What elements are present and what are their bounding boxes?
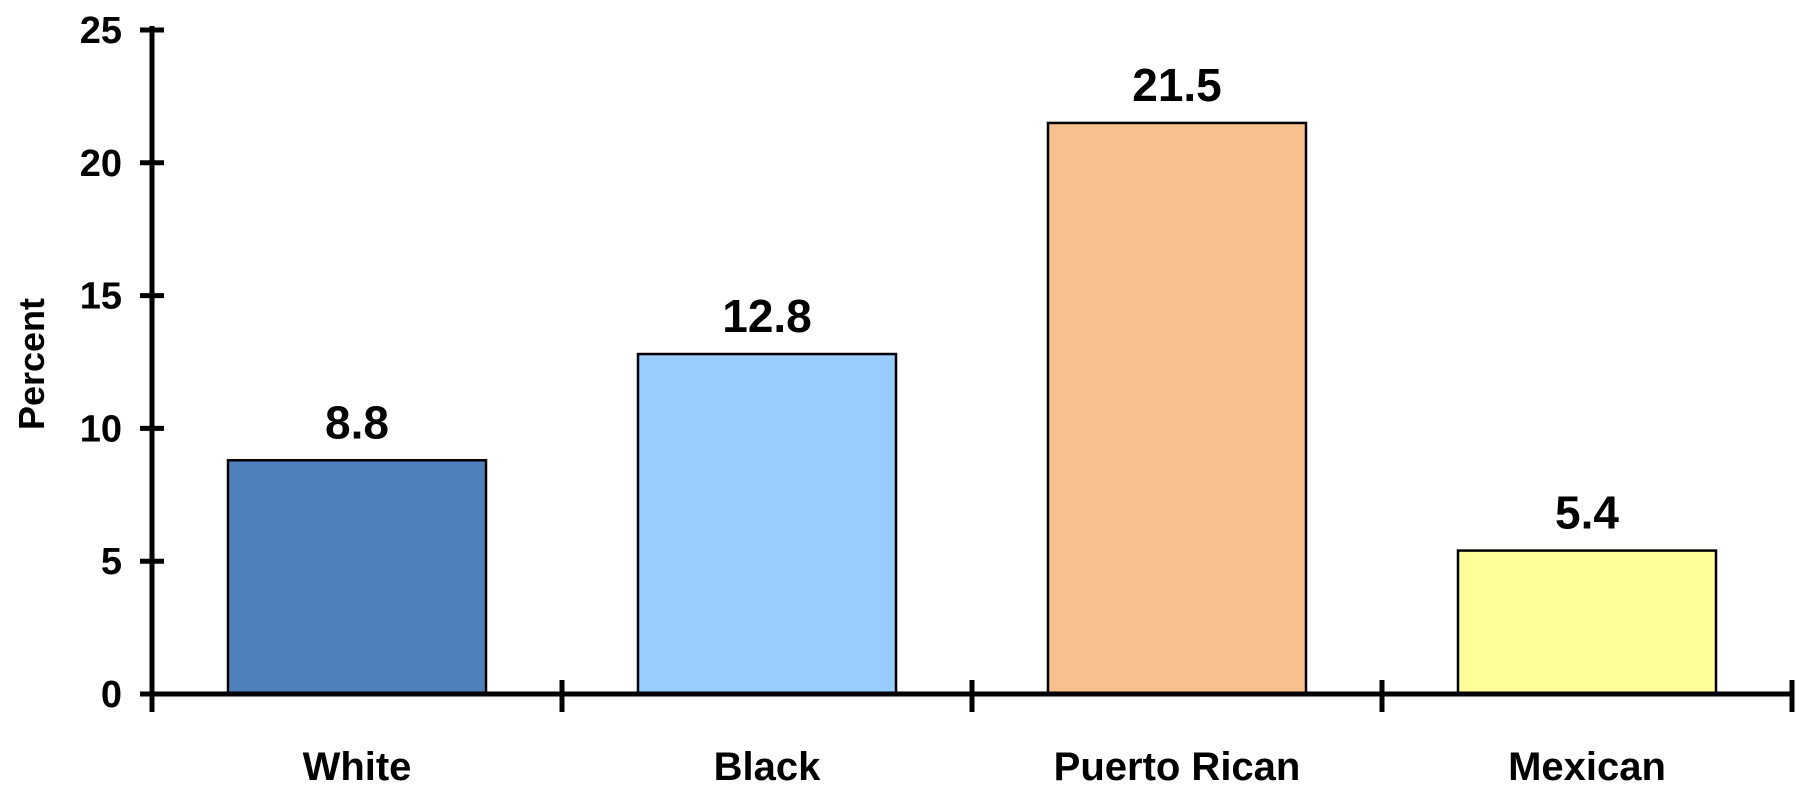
bar-puerto-rican (1046, 121, 1308, 696)
y-tick-label: 10 (80, 408, 122, 450)
y-tick-label: 0 (101, 674, 122, 716)
x-axis-ticks: White Black Puerto Rican Mexican (149, 680, 1795, 787)
data-label: 5.4 (1555, 487, 1619, 539)
data-label: 21.5 (1132, 59, 1222, 111)
y-tick-label: 5 (101, 541, 122, 583)
data-label: 12.8 (722, 290, 812, 342)
bar-white (226, 459, 488, 696)
bar-black (636, 352, 898, 696)
y-tick-label: 15 (80, 276, 122, 318)
y-axis-title: Percent (11, 298, 52, 430)
bar-mexican (1456, 549, 1718, 696)
x-tick-label: Mexican (1508, 745, 1666, 787)
x-tick-label: Puerto Rican (1054, 745, 1301, 787)
data-label: 8.8 (325, 396, 389, 448)
x-tick-label: White (303, 745, 412, 787)
y-tick-label: 25 (80, 10, 122, 52)
x-tick-label: Black (714, 745, 821, 787)
y-tick-label: 20 (80, 143, 122, 185)
bars-group: 8.8 12.8 21.5 5.4 (226, 59, 1718, 696)
